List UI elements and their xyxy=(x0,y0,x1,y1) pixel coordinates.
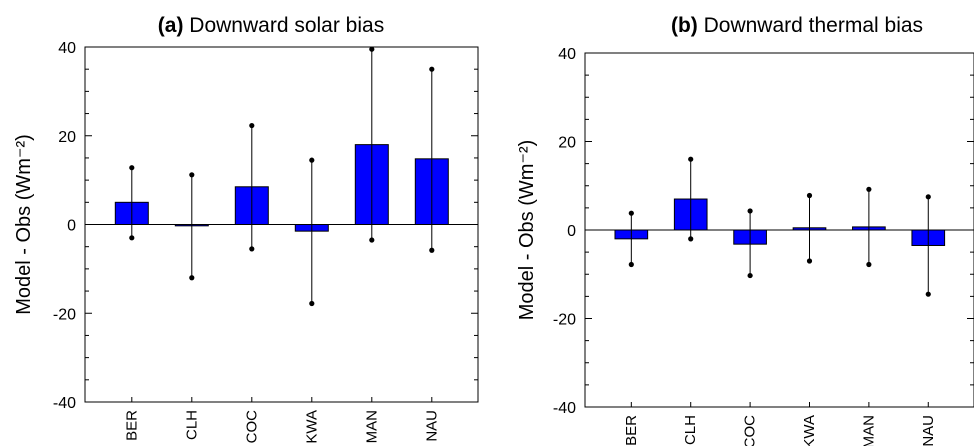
y-axis-label: Model - Obs (Wm⁻²) xyxy=(13,134,35,315)
chart-title: (b) Downward thermal bias xyxy=(671,14,923,37)
x-tick-label: CLH xyxy=(183,410,200,440)
x-tick-label: CLH xyxy=(682,415,699,445)
x-tick-label: COC xyxy=(742,415,759,446)
y-tick-label: -20 xyxy=(53,306,76,323)
error-cap-low xyxy=(249,246,255,252)
error-cap-low xyxy=(688,236,694,242)
error-cap-low xyxy=(866,261,872,268)
x-tick-label: MAN xyxy=(363,410,380,443)
y-axis-label: Model - Obs (Wm⁻²) xyxy=(516,140,538,321)
x-tick-label: NAU xyxy=(423,410,440,442)
y-tick-label: 20 xyxy=(58,129,76,146)
error-cap-high xyxy=(429,66,435,72)
error-cap-high xyxy=(309,157,315,163)
y-tick-label: 40 xyxy=(58,40,76,57)
error-cap-high xyxy=(249,122,255,129)
chart-title: (a) Downward solar bias xyxy=(158,14,384,37)
chart-title-prefix: (b) xyxy=(671,14,698,37)
x-tick-label: BER xyxy=(123,410,140,441)
chart-title-text: Downward solar bias xyxy=(183,14,384,37)
error-cap-high xyxy=(806,192,813,199)
error-cap-low xyxy=(925,291,931,297)
chart-title-prefix: (a) xyxy=(158,14,184,37)
error-cap-low xyxy=(129,235,135,241)
y-tick-label: 20 xyxy=(558,135,576,152)
error-cap-high xyxy=(369,46,375,52)
error-cap-low xyxy=(189,275,195,281)
x-tick-label: KWA xyxy=(801,415,818,446)
error-cap-high xyxy=(628,210,634,216)
error-cap-low xyxy=(747,272,753,279)
error-cap-high xyxy=(129,165,135,171)
y-tick-label: -40 xyxy=(553,400,576,417)
x-tick-label: BER xyxy=(623,415,640,446)
error-cap-low xyxy=(806,258,813,264)
error-cap-high xyxy=(189,172,195,178)
error-cap-low xyxy=(309,300,315,307)
x-tick-label: NAU xyxy=(920,415,937,446)
error-cap-low xyxy=(369,237,375,243)
x-tick-label: COC xyxy=(243,410,260,444)
x-tick-label: KWA xyxy=(303,410,320,444)
x-tick-label: MAN xyxy=(860,415,877,446)
y-tick-label: -20 xyxy=(553,312,576,329)
error-cap-high xyxy=(688,156,694,162)
error-cap-high xyxy=(866,186,872,192)
y-tick-label: 0 xyxy=(567,223,576,240)
error-cap-low xyxy=(429,247,435,253)
panel-downward-thermal-bias: (b) Downward thermal bias Model - Obs (Wm… xyxy=(516,14,974,446)
chart-title-text: Downward thermal bias xyxy=(698,14,923,37)
y-tick-label: -40 xyxy=(53,395,76,412)
error-cap-high xyxy=(747,208,753,214)
y-tick-label: 40 xyxy=(558,46,576,63)
panel-downward-solar-bias: (a) Downward solar bias Model - Obs (Wm⁻²… xyxy=(13,14,479,444)
y-tick-label: 0 xyxy=(67,218,76,235)
error-cap-low xyxy=(628,261,634,268)
error-cap-high xyxy=(925,194,931,200)
